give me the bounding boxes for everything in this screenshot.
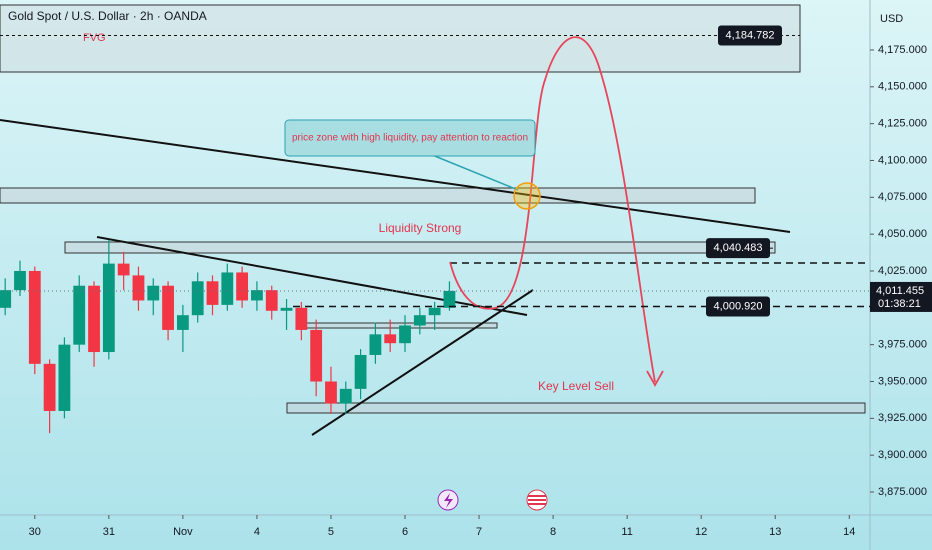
candle-body [88, 285, 100, 353]
candle-body [428, 307, 441, 316]
candle-body [325, 381, 337, 404]
y-tick-label: 4,100.000 [878, 154, 927, 166]
candle-body [73, 285, 86, 345]
zone [286, 402, 866, 414]
price-level-label: 4,184.782 [726, 29, 775, 41]
candle-body [339, 388, 352, 404]
callout-text: price zone with high liquidity, pay atte… [292, 133, 528, 144]
candle-body [132, 275, 145, 301]
candle-body [251, 290, 263, 301]
candle-body [280, 307, 293, 311]
candle-body [384, 334, 397, 344]
candle-body [221, 272, 234, 305]
y-tick-label: 4,125.000 [878, 118, 927, 130]
candle-body [14, 270, 26, 291]
x-tick-label: 4 [254, 526, 260, 538]
y-tick-label: 3,875.000 [878, 486, 927, 498]
y-tick-label: 4,150.000 [878, 81, 927, 93]
x-tick-label: Nov [173, 526, 193, 538]
price-level-label: 4,040.483 [714, 242, 763, 254]
candle-body [43, 363, 56, 411]
x-tick-label: 14 [843, 526, 855, 538]
y-tick-label: 3,975.000 [878, 339, 927, 351]
candle-body [310, 329, 323, 382]
x-tick-label: 13 [769, 526, 781, 538]
fvg-label: FVG [83, 32, 106, 44]
x-tick-label: 6 [402, 526, 408, 538]
candle-body [117, 263, 130, 276]
x-tick-label: 12 [695, 526, 707, 538]
price-level-label: 4,000.920 [714, 300, 763, 312]
candle-body [162, 285, 174, 330]
price-level-box [706, 238, 770, 259]
candle-body [58, 344, 71, 411]
candle-body [354, 354, 367, 389]
last-price-label: 4,011.455 [876, 285, 924, 297]
y-tick-label: 3,925.000 [878, 412, 927, 424]
candle-body [295, 307, 308, 330]
flag-icon [528, 495, 546, 505]
candle-body [0, 290, 12, 308]
callout-box [284, 119, 536, 157]
y-tick-label: 4,075.000 [878, 191, 927, 203]
candle-body [102, 263, 115, 353]
candle-body [443, 290, 456, 308]
x-tick-label: 7 [476, 526, 482, 538]
arrow-head [646, 370, 664, 387]
candle-body [147, 285, 160, 301]
chart-title: Gold Spot / U.S. Dollar · 2h · OANDA [8, 9, 207, 23]
candle-body [413, 315, 426, 326]
candle-body [399, 325, 411, 344]
last-price-box [870, 281, 932, 312]
currency: USD [880, 13, 903, 25]
y-tick-label: 3,950.000 [878, 375, 927, 387]
candle-body [28, 270, 41, 364]
projection-path [449, 36, 656, 383]
x-tick-label: 8 [550, 526, 556, 538]
candle-body [206, 281, 219, 305]
drawings: price zone with high liquidity, pay atte… [0, 4, 870, 511]
trend-line [311, 289, 534, 436]
zone [64, 241, 776, 254]
candle-body [236, 272, 249, 301]
fvg-zone [0, 4, 801, 73]
annotation: Key Level Sell [538, 379, 614, 393]
y-tick-label: 3,900.000 [878, 449, 927, 461]
highlight-circle [513, 182, 541, 210]
candle-body [369, 334, 382, 355]
zone [299, 322, 498, 329]
trend-line [0, 119, 791, 233]
candle-body [176, 315, 189, 330]
callout-pointer [419, 149, 519, 191]
price-level-box [706, 296, 770, 317]
x-tick-label: 31 [103, 526, 115, 538]
countdown: 01:38:21 [878, 298, 921, 310]
candle-body [265, 290, 278, 311]
lightning-icon [444, 493, 453, 508]
y-tick-label: 4,025.000 [878, 265, 927, 277]
zone [0, 187, 756, 204]
price-level-box [718, 25, 782, 46]
y-tick-label: 4,050.000 [878, 228, 927, 240]
y-tick-label: 4,175.000 [878, 44, 927, 56]
x-tick-label: 5 [328, 526, 334, 538]
x-tick-label: 30 [29, 526, 41, 538]
annotation: Liquidity Strong [379, 221, 462, 235]
x-tick-label: 11 [621, 526, 632, 538]
candle-body [191, 281, 204, 316]
